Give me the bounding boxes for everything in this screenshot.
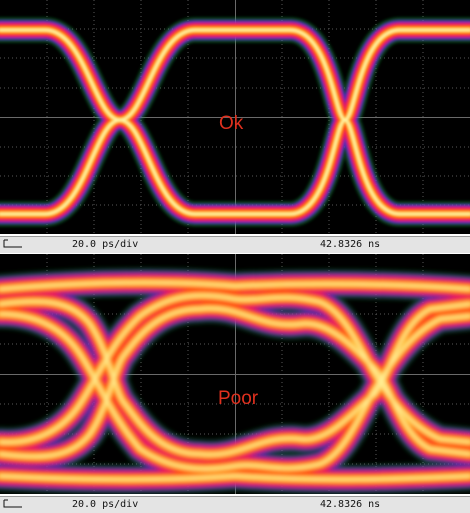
- bottom-timebase: 20.0 ps/div: [72, 499, 139, 510]
- top-eye-panel: Ok 20.0 ps/div 42.8326 ns: [0, 0, 470, 254]
- ground-marker-icon: [3, 239, 22, 248]
- ground-marker-icon: [3, 499, 22, 508]
- top-timestamp: 42.8326 ns: [320, 239, 381, 250]
- top-scope-display: Ok: [0, 0, 470, 234]
- bottom-status-bar: 20.0 ps/div 42.8326 ns: [0, 496, 470, 513]
- top-quality-label: Ok: [219, 113, 244, 134]
- bottom-eye-panel: Poor 20.0 ps/div 42.8326 ns: [0, 254, 470, 513]
- bottom-quality-label: Poor: [218, 388, 259, 409]
- bottom-scope-display: Poor: [0, 254, 470, 494]
- bottom-timestamp: 42.8326 ns: [320, 499, 381, 510]
- top-status-bar: 20.0 ps/div 42.8326 ns: [0, 236, 470, 253]
- top-timebase: 20.0 ps/div: [72, 239, 139, 250]
